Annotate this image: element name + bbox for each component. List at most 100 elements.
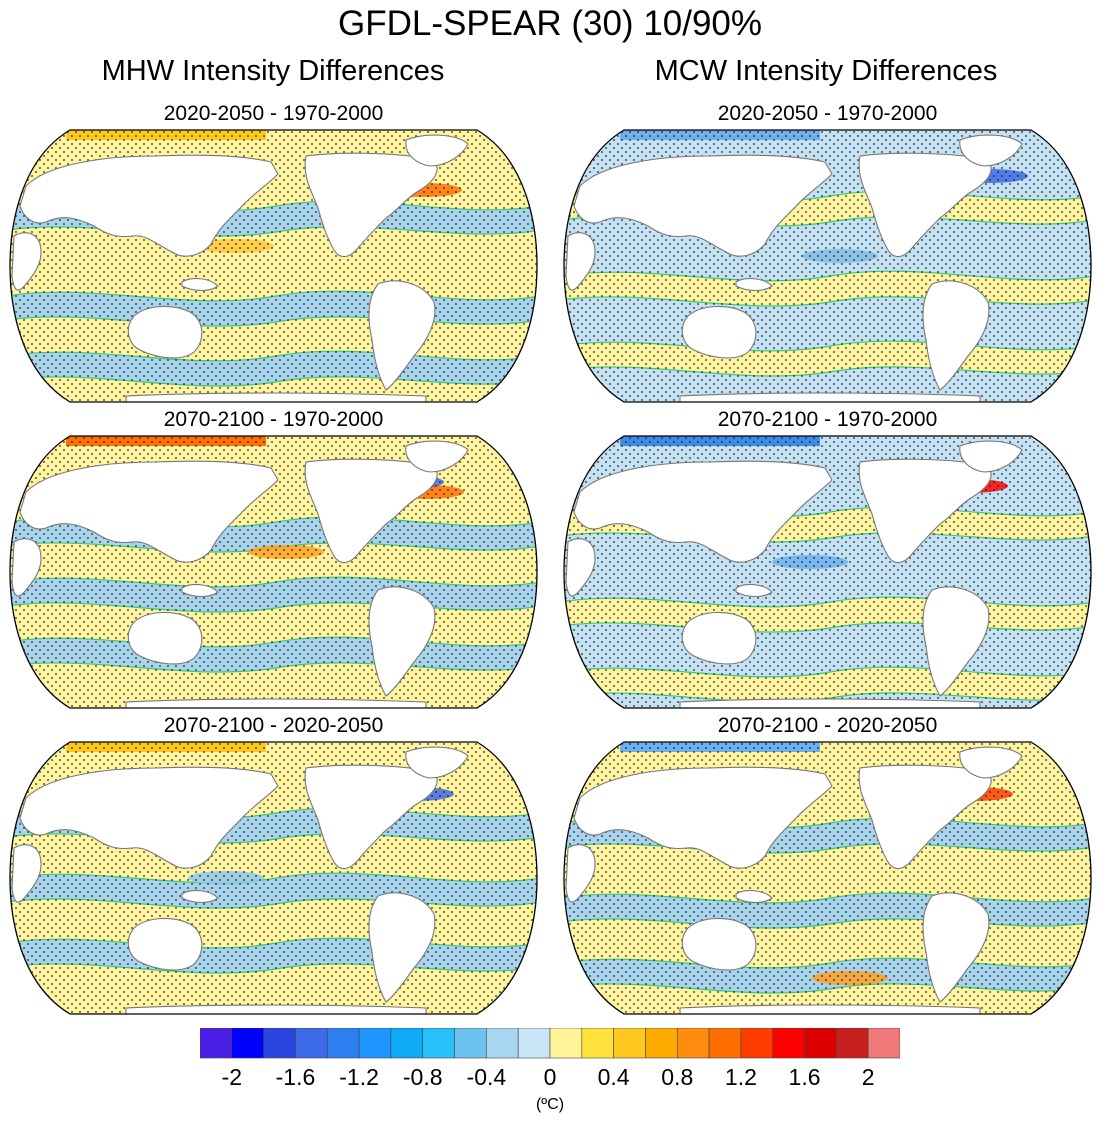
map-border <box>563 741 1092 1015</box>
landmass <box>922 892 990 1003</box>
landmass <box>368 586 436 697</box>
landmass <box>181 889 219 904</box>
landmass <box>19 766 279 869</box>
panel-title: 2020-2050 - 1970-2000 <box>163 102 384 125</box>
landmass <box>11 232 42 291</box>
colorbar-bin <box>676 1028 710 1059</box>
landmass <box>959 134 1023 167</box>
map-border <box>9 435 538 709</box>
ocean-field <box>564 130 1091 402</box>
landmass <box>565 232 596 291</box>
world-map <box>563 741 1092 1015</box>
landmass <box>368 280 436 391</box>
landmass <box>681 611 757 665</box>
landmass <box>125 392 427 402</box>
landmass <box>573 154 833 257</box>
colorbar-tick-label: 1.2 <box>724 1064 757 1090</box>
landmass <box>735 889 773 904</box>
landmass <box>681 305 757 359</box>
landmass <box>125 698 427 708</box>
ocean-field <box>564 436 1091 708</box>
colorbar-tick-label: 0.4 <box>597 1064 630 1090</box>
landmass <box>573 460 833 563</box>
landmass <box>127 305 203 359</box>
landmass <box>405 440 469 473</box>
colorbar-bin <box>549 1028 583 1059</box>
panel-mcw-2070-2100-vs-1970: 2070-2100 - 1970-2000 <box>560 408 1095 709</box>
colorbar-tick-label: -0.8 <box>402 1064 443 1090</box>
landmass <box>681 917 757 971</box>
map-border <box>563 129 1092 403</box>
landmass <box>125 1004 427 1014</box>
world-map <box>563 435 1092 709</box>
colorbar-bin <box>422 1028 455 1059</box>
colorbar-bin <box>804 1028 837 1059</box>
landmass <box>11 844 42 903</box>
landmass <box>19 154 279 257</box>
colorbar-bin <box>200 1028 233 1059</box>
panel-title: 2070-2100 - 1970-2000 <box>717 408 938 431</box>
landmass <box>11 538 42 597</box>
landmass <box>959 746 1023 779</box>
landmass <box>679 392 981 402</box>
colorbar-tick-label: 1.6 <box>788 1064 821 1090</box>
world-map <box>9 129 538 403</box>
colorbar-bin <box>486 1028 519 1059</box>
landmass <box>19 460 279 563</box>
panel-title: 2070-2100 - 2020-2050 <box>717 714 938 737</box>
world-map <box>9 741 538 1015</box>
panel-mcw-2020-2050: 2020-2050 - 1970-2000 <box>560 102 1095 403</box>
landmass <box>127 611 203 665</box>
landmass <box>679 698 981 708</box>
colorbar-bin <box>613 1028 646 1059</box>
world-map <box>563 129 1092 403</box>
colorbar-bin <box>454 1028 487 1059</box>
landmass <box>405 746 469 779</box>
landmass <box>368 892 436 1003</box>
colorbar-bin <box>581 1028 614 1059</box>
colorbar-bin <box>231 1028 264 1059</box>
colorbar-bin <box>867 1028 900 1059</box>
colorbar-tick-label: -0.4 <box>466 1064 507 1090</box>
landmass <box>573 766 833 869</box>
landmass <box>127 917 203 971</box>
colorbar-bin <box>295 1028 328 1059</box>
map-border <box>9 129 538 403</box>
ocean-field <box>10 436 537 708</box>
ocean-field <box>10 742 537 1014</box>
landmass <box>565 538 596 597</box>
colorbar-tick-label: -1.2 <box>339 1064 379 1090</box>
panel-mhw-2070-2100-vs-1970: 2070-2100 - 1970-2000 <box>6 408 541 709</box>
panel-title: 2020-2050 - 1970-2000 <box>717 102 938 125</box>
landmass <box>405 134 469 167</box>
colorbar-bin <box>517 1028 551 1059</box>
panel-mhw-2070-2100-vs-2020: 2070-2100 - 2020-2050 <box>6 714 541 1015</box>
colorbar-tick-label: 2 <box>861 1064 875 1090</box>
colorbar-tick-label: 0.8 <box>661 1064 694 1090</box>
landmass <box>181 277 219 292</box>
landmass <box>181 583 219 598</box>
colorbar-tick-label: -1.6 <box>275 1064 316 1090</box>
colorbar-tick-label: -2 <box>221 1064 243 1090</box>
colorbar-bin <box>772 1028 805 1059</box>
landmass <box>922 280 990 391</box>
figure-title: GFDL-SPEAR (30) 10/90% <box>337 4 763 43</box>
landmass <box>679 1004 981 1014</box>
colorbar-bin <box>358 1028 392 1059</box>
colorbar-tick-label: 0 <box>543 1064 557 1090</box>
world-map <box>9 435 538 709</box>
ocean-field <box>10 130 537 402</box>
map-border <box>9 741 538 1015</box>
colorbar <box>200 1028 900 1059</box>
landmass <box>735 277 773 292</box>
colorbar-units: (ºC) <box>535 1096 565 1113</box>
column-title-mhw: MHW Intensity Differences <box>101 55 445 87</box>
panel-title: 2070-2100 - 2020-2050 <box>163 714 384 737</box>
landmass <box>959 440 1023 473</box>
colorbar-bin <box>645 1028 678 1059</box>
panel-mcw-2070-2100-vs-2020: 2070-2100 - 2020-2050 <box>560 714 1095 1015</box>
landmass <box>735 583 773 598</box>
panel-title: 2070-2100 - 1970-2000 <box>163 408 384 431</box>
colorbar-bin <box>708 1028 742 1059</box>
landmass <box>565 844 596 903</box>
